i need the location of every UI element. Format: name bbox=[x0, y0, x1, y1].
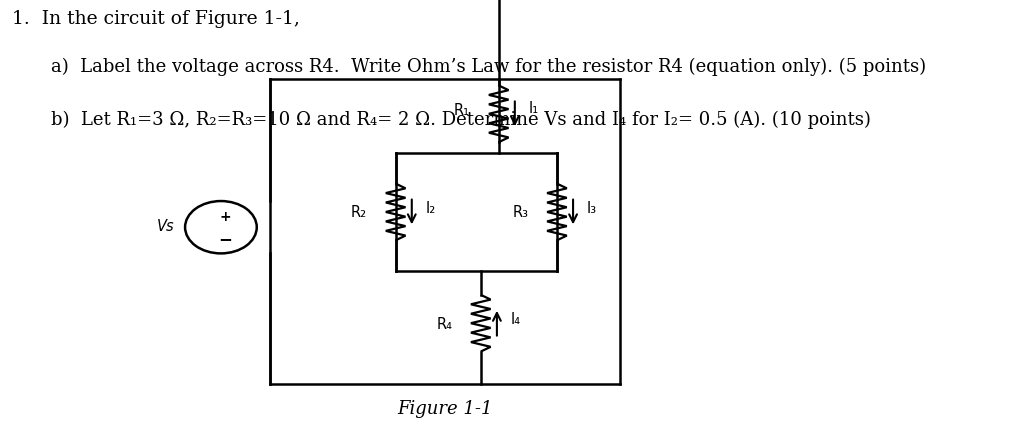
Text: +: + bbox=[219, 210, 231, 224]
Text: I₁: I₁ bbox=[528, 101, 539, 116]
Text: R₄: R₄ bbox=[436, 316, 453, 331]
Text: I₄: I₄ bbox=[510, 311, 520, 327]
Text: R₃: R₃ bbox=[512, 205, 528, 220]
Text: R₂: R₂ bbox=[351, 205, 367, 220]
Text: Vs: Vs bbox=[157, 218, 174, 233]
Text: R₁: R₁ bbox=[454, 102, 470, 118]
Text: a)  Label the voltage across R4.  Write Ohm’s Law for the resistor R4 (equation : a) Label the voltage across R4. Write Oh… bbox=[50, 58, 926, 76]
Text: I₂: I₂ bbox=[425, 201, 435, 215]
Text: b)  Let R₁=3 Ω, R₂=R₃=10 Ω and R₄= 2 Ω. Determine Vs and I₄ for I₂= 0.5 (A). (10: b) Let R₁=3 Ω, R₂=R₃=10 Ω and R₄= 2 Ω. D… bbox=[50, 110, 870, 128]
Text: 1.  In the circuit of Figure 1-1,: 1. In the circuit of Figure 1-1, bbox=[12, 10, 300, 28]
Text: −: − bbox=[218, 230, 232, 247]
Text: I₃: I₃ bbox=[587, 201, 597, 215]
Text: Figure 1-1: Figure 1-1 bbox=[397, 399, 493, 417]
